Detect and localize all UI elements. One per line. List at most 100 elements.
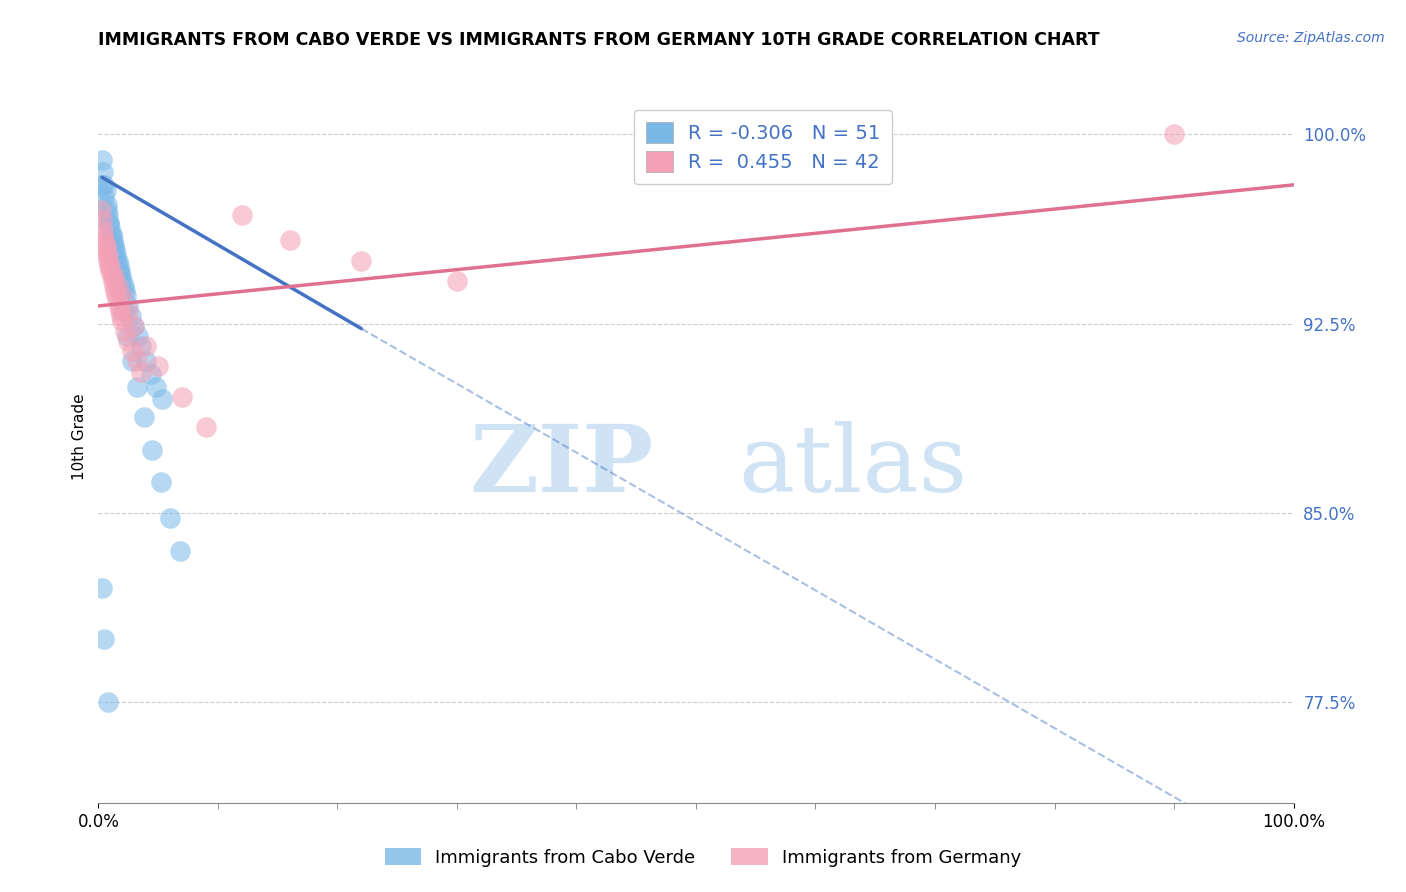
Point — [97, 695, 120, 709]
Point — [350, 253, 373, 268]
Point — [100, 228, 122, 243]
Point — [107, 259, 129, 273]
Point — [121, 354, 143, 368]
Point — [101, 274, 124, 288]
Point — [98, 216, 121, 230]
Point — [103, 278, 125, 293]
Point — [94, 238, 117, 252]
Point — [91, 228, 114, 243]
Y-axis label: 10th Grade: 10th Grade — [72, 393, 87, 481]
Point — [115, 289, 138, 303]
Point — [148, 359, 170, 374]
Point — [107, 299, 129, 313]
Point — [94, 183, 117, 197]
Point — [98, 259, 122, 273]
Point — [139, 367, 162, 381]
Point — [91, 582, 114, 596]
Point — [114, 284, 136, 298]
Point — [97, 248, 120, 262]
Point — [98, 263, 122, 277]
Point — [91, 223, 114, 237]
Point — [96, 203, 118, 218]
Point — [101, 233, 124, 247]
Point — [91, 165, 114, 179]
Point — [112, 278, 135, 293]
Point — [124, 319, 146, 334]
Point — [124, 319, 146, 334]
Point — [97, 208, 120, 222]
Point — [98, 220, 122, 235]
Point — [93, 632, 115, 646]
Point — [117, 304, 139, 318]
Point — [1163, 128, 1185, 142]
Point — [114, 324, 136, 338]
Point — [96, 248, 118, 262]
Point — [93, 233, 115, 247]
Point — [103, 241, 125, 255]
Point — [96, 198, 118, 212]
Point — [104, 244, 127, 258]
Point — [135, 354, 157, 368]
Point — [159, 510, 181, 524]
Point — [446, 274, 468, 288]
Point — [112, 304, 135, 318]
Point — [111, 274, 134, 288]
Text: ZIP: ZIP — [470, 421, 654, 511]
Point — [172, 390, 194, 404]
Point — [100, 268, 122, 283]
Point — [105, 289, 128, 303]
Legend: R = -0.306   N = 51, R =  0.455   N = 42: R = -0.306 N = 51, R = 0.455 N = 42 — [634, 111, 893, 184]
Point — [125, 379, 148, 393]
Point — [91, 178, 114, 192]
Point — [91, 153, 114, 167]
Point — [110, 309, 132, 323]
Point — [98, 216, 121, 230]
Point — [93, 190, 115, 204]
Text: atlas: atlas — [738, 421, 967, 511]
Point — [91, 213, 114, 227]
Point — [135, 339, 157, 353]
Text: IMMIGRANTS FROM CABO VERDE VS IMMIGRANTS FROM GERMANY 10TH GRADE CORRELATION CHA: IMMIGRANTS FROM CABO VERDE VS IMMIGRANTS… — [98, 31, 1099, 49]
Point — [195, 420, 218, 434]
Point — [100, 228, 122, 243]
Point — [104, 284, 127, 298]
Point — [105, 248, 128, 262]
Legend: Immigrants from Cabo Verde, Immigrants from Germany: Immigrants from Cabo Verde, Immigrants f… — [377, 841, 1029, 874]
Point — [117, 334, 139, 349]
Point — [111, 314, 134, 328]
Point — [115, 329, 138, 343]
Text: Source: ZipAtlas.com: Source: ZipAtlas.com — [1237, 31, 1385, 45]
Point — [98, 259, 121, 273]
Point — [117, 299, 139, 313]
Point — [97, 253, 120, 268]
Point — [108, 304, 131, 318]
Point — [105, 253, 128, 268]
Point — [149, 475, 172, 490]
Point — [94, 241, 117, 255]
Point — [111, 289, 134, 303]
Point — [278, 233, 301, 247]
Point — [145, 379, 167, 393]
Point — [103, 238, 125, 252]
Point — [150, 392, 173, 407]
Point — [107, 278, 129, 293]
Point — [93, 178, 115, 192]
Point — [169, 543, 191, 558]
Point — [120, 309, 142, 323]
Point — [121, 344, 143, 359]
Point — [231, 208, 253, 222]
Point — [125, 354, 148, 368]
Point — [132, 409, 155, 424]
Point — [107, 266, 129, 280]
Point — [131, 364, 153, 378]
Point — [90, 203, 112, 218]
Point — [103, 268, 125, 283]
Point — [141, 442, 163, 457]
Point — [127, 329, 149, 343]
Point — [131, 339, 153, 353]
Point — [107, 293, 129, 308]
Point — [110, 268, 132, 283]
Point — [108, 263, 131, 277]
Point — [107, 253, 129, 268]
Point — [110, 284, 132, 298]
